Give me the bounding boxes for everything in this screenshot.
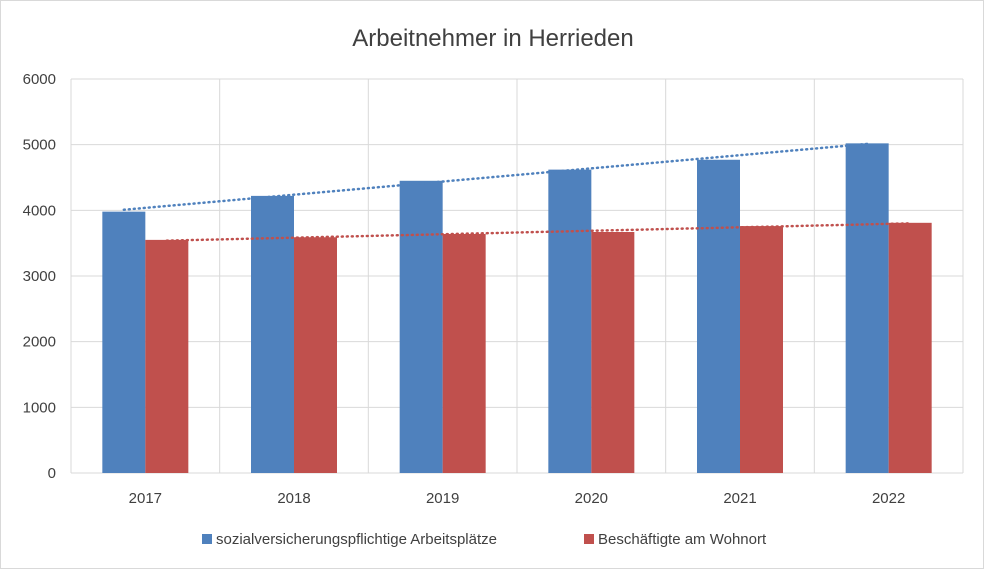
- x-tick-label: 2019: [426, 490, 459, 507]
- legend: sozialversicherungspflichtige Arbeitsplä…: [202, 531, 767, 548]
- bars: [102, 143, 932, 474]
- bar-arbeitsplaetze: [251, 195, 294, 474]
- legend-label: Beschäftigte am Wohnort: [598, 531, 767, 548]
- bar-arbeitsplaetze: [102, 211, 146, 473]
- bar-arbeitsplaetze: [697, 159, 740, 473]
- legend-swatch: [202, 534, 212, 544]
- bar-wohnort: [294, 237, 337, 473]
- x-axis-ticks: 2017 2018 2019 2020 2021 2022: [129, 490, 906, 507]
- bar-wohnort: [442, 233, 486, 473]
- bar-wohnort: [145, 239, 189, 473]
- y-tick-label: 3000: [23, 268, 56, 285]
- y-tick-label: 0: [48, 465, 56, 482]
- chart-title: Arbeitnehmer in Herrieden: [352, 25, 633, 52]
- trendline-arbeitsplaetze: [122, 142, 869, 212]
- bar-wohnort: [888, 222, 932, 473]
- legend-swatch: [584, 534, 594, 544]
- y-tick-label: 5000: [23, 137, 56, 154]
- bar-arbeitsplaetze: [399, 180, 443, 474]
- y-tick-label: 2000: [23, 334, 56, 351]
- gridlines: [70, 78, 964, 474]
- y-tick-label: 4000: [23, 202, 56, 219]
- y-tick-label: 6000: [23, 71, 56, 88]
- bar-arbeitsplaetze: [845, 143, 889, 473]
- trendlines: [122, 142, 912, 242]
- x-tick-label: 2021: [723, 490, 756, 507]
- y-tick-label: 1000: [23, 399, 56, 416]
- trendline-wohnort: [165, 222, 912, 242]
- x-tick-label: 2017: [129, 490, 162, 507]
- x-tick-label: 2022: [872, 490, 905, 507]
- y-axis-ticks: 0 1000 2000 3000 4000 5000 6000: [23, 71, 56, 482]
- bar-arbeitsplaetze: [548, 169, 592, 473]
- x-tick-label: 2018: [277, 490, 310, 507]
- bar-wohnort: [591, 232, 635, 473]
- legend-label: sozialversicherungspflichtige Arbeitsplä…: [216, 531, 497, 548]
- x-tick-label: 2020: [575, 490, 608, 507]
- bar-wohnort: [740, 226, 783, 473]
